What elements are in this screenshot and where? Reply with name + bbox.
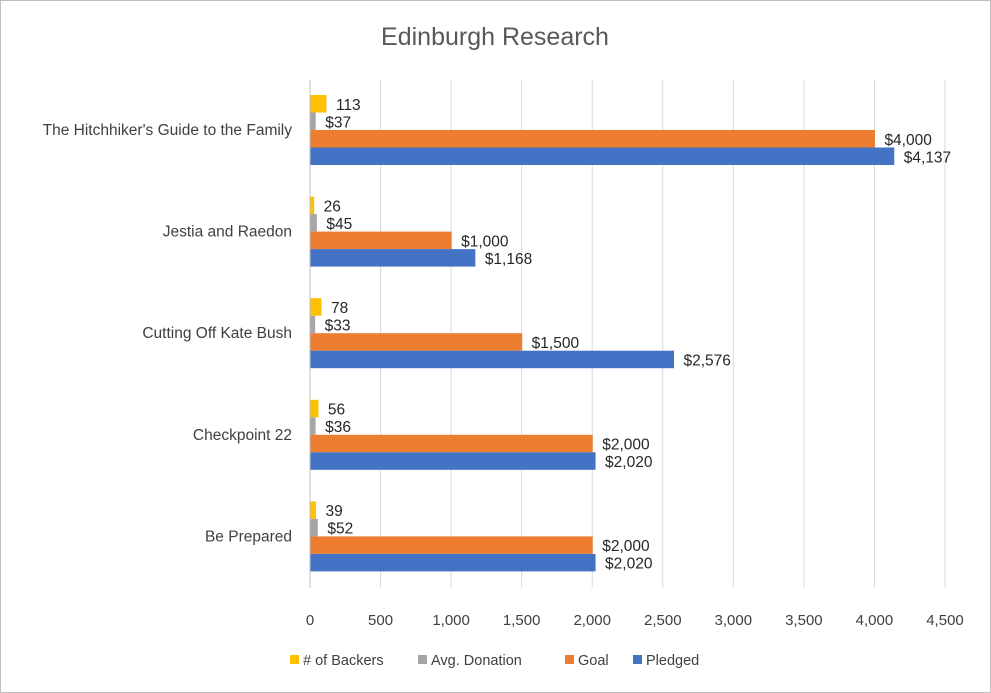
legend-swatch-of-backers [290,655,299,664]
x-axis-ticks: 0 500 1,000 1,500 2,000 2,500 3,000 3,500 4,000 4… [306,612,964,629]
x-tick-label: 4,000 [856,612,894,629]
legend: # of Backers Avg. Donation Goal Pledged [290,653,699,669]
data-label-goal-be-prepared: $2,000 [602,538,650,555]
bar-avg-donation-cutting-off-kate-bush [310,315,316,334]
bar-goal-cutting-off-kate-bush [310,333,523,351]
x-tick-label: 4,500 [926,612,964,629]
bar-pledged-jestia-and-raedon [310,249,476,267]
legend-label-goal: Goal [578,653,609,669]
bar-of-backers-be-prepared [310,501,317,519]
legend-label-pledged: Pledged [646,653,699,669]
bar-pledged-be-prepared [310,553,596,572]
legend-swatch-pledged [633,655,642,664]
data-label-pledged-be-prepared: $2,020 [605,556,653,573]
bar-pledged-the-hitchhiker-s-guide-to-the-family [310,147,895,165]
bar-goal-be-prepared [310,536,593,554]
bar-of-backers-the-hitchhiker-s-guide-to-the-family [310,95,327,113]
bar-avg-donation-checkpoint-22 [310,417,316,435]
data-label-of-backers-checkpoint-22: 56 [328,402,345,419]
data-label-pledged-jestia-and-raedon: $1,168 [485,251,532,268]
category-label-jestia-and-raedon: Jestia and Raedon [163,224,292,241]
x-tick-label: 1,500 [503,612,541,629]
bar-avg-donation-be-prepared [310,518,318,537]
bar-pledged-checkpoint-22 [310,452,596,470]
bar-of-backers-cutting-off-kate-bush [310,298,322,316]
bars [310,95,895,572]
category-label-be-prepared: Be Prepared [205,528,292,545]
x-tick-label: 3,500 [785,612,823,629]
x-tick-label: 0 [306,612,314,629]
data-label-of-backers-jestia-and-raedon: 26 [324,198,341,215]
bar-goal-checkpoint-22 [310,434,593,453]
x-tick-label: 2,000 [573,612,611,629]
data-label-goal-jestia-and-raedon: $1,000 [461,233,509,250]
x-tick-label: 500 [368,612,393,629]
bar-avg-donation-jestia-and-raedon [310,214,317,232]
legend-swatch-avg-donation [418,655,427,664]
data-label-avg-donation-jestia-and-raedon: $45 [326,216,352,233]
legend-label-of-backers: # of Backers [303,653,384,669]
data-label-avg-donation-be-prepared: $52 [327,521,353,538]
legend-label-avg-donation: Avg. Donation [431,653,522,669]
data-labels: 113$37 $4,000$4,137 26$45 $1,000$1,168 78$33… [324,97,952,573]
data-label-avg-donation-checkpoint-22: $36 [325,419,351,436]
data-label-of-backers-cutting-off-kate-bush: 78 [331,300,348,317]
data-label-goal-checkpoint-22: $2,000 [602,437,650,454]
category-label-checkpoint-22: Checkpoint 22 [193,427,292,444]
bar-goal-jestia-and-raedon [310,231,452,250]
x-tick-label: 2,500 [644,612,682,629]
bar-goal-the-hitchhiker-s-guide-to-the-family [310,130,875,148]
data-label-pledged-checkpoint-22: $2,020 [605,454,653,471]
data-label-pledged-the-hitchhiker-s-guide-to-the-family: $4,137 [904,149,951,166]
x-tick-label: 3,000 [715,612,753,629]
bar-of-backers-jestia-and-raedon [310,196,315,215]
legend-swatch-goal [565,655,574,664]
x-tick-label: 1,000 [432,612,470,629]
bar-pledged-cutting-off-kate-bush [310,350,675,369]
data-label-goal-cutting-off-kate-bush: $1,500 [532,335,580,352]
category-label-cutting-off-kate-bush: Cutting Off Kate Bush [142,325,292,342]
data-label-avg-donation-the-hitchhiker-s-guide-to-the-family: $37 [325,114,351,131]
chart-title: Edinburgh Research [381,23,609,51]
data-label-of-backers-the-hitchhiker-s-guide-to-the-family: 113 [336,97,361,114]
data-label-pledged-cutting-off-kate-bush: $2,576 [684,352,731,369]
data-label-of-backers-be-prepared: 39 [326,503,343,520]
bar-of-backers-checkpoint-22 [310,399,319,418]
data-label-avg-donation-cutting-off-kate-bush: $33 [325,317,351,334]
category-labels: The Hitchhiker's Guide to the Family Jest… [43,122,293,545]
bar-avg-donation-the-hitchhiker-s-guide-to-the-family [310,112,316,130]
data-label-goal-the-hitchhiker-s-guide-to-the-family: $4,000 [884,132,932,149]
category-label-the-hitchhiker-s-guide-to-the-family: The Hitchhiker's Guide to the Family [43,122,293,139]
